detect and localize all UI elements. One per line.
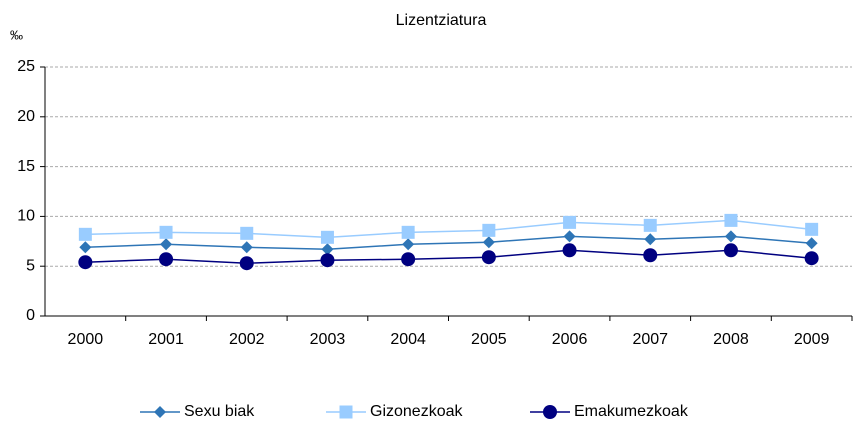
x-tick-label: 2007 — [632, 331, 668, 348]
legend-marker — [543, 405, 557, 419]
data-point — [643, 218, 657, 232]
data-point — [643, 248, 658, 263]
y-tick-label: 15 — [17, 158, 35, 175]
chart-title: Lizentziatura — [396, 12, 487, 29]
data-point — [724, 213, 738, 227]
data-point — [320, 230, 334, 244]
data-point — [644, 233, 657, 246]
x-tick-label: 2004 — [390, 331, 426, 348]
data-point — [481, 250, 496, 265]
data-point — [805, 222, 819, 236]
data-point — [563, 215, 577, 229]
data-point — [724, 230, 737, 243]
data-point — [78, 255, 93, 270]
data-point — [239, 256, 254, 271]
data-point — [482, 236, 495, 249]
data-point — [804, 251, 819, 266]
legend-label: Emakumezkoak — [574, 403, 689, 420]
data-point — [160, 238, 173, 251]
series-line — [85, 249, 812, 264]
x-tick-label: 2008 — [713, 331, 749, 348]
data-point — [562, 243, 577, 258]
series-line — [85, 235, 812, 251]
x-tick-label: 2009 — [794, 331, 830, 348]
data-point — [240, 226, 254, 240]
y-tick-label: 25 — [17, 58, 35, 75]
data-point — [723, 243, 738, 258]
data-point — [159, 252, 174, 267]
x-tick-label: 2002 — [229, 331, 265, 348]
data-point — [159, 225, 173, 239]
x-tick-label: 2003 — [310, 331, 346, 348]
legend-marker — [154, 406, 166, 418]
legend-label: Gizonezkoak — [370, 403, 463, 420]
data-point — [805, 237, 818, 250]
data-point — [482, 223, 496, 237]
data-point — [78, 227, 92, 241]
y-tick-label: 20 — [17, 108, 35, 125]
y-tick-label: 5 — [26, 257, 35, 274]
legend-label: Sexu biak — [184, 403, 255, 420]
data-point — [402, 238, 415, 251]
data-point — [79, 241, 92, 254]
y-tick-label: 0 — [26, 307, 35, 324]
data-point — [321, 243, 334, 256]
x-tick-label: 2001 — [148, 331, 184, 348]
legend-marker — [339, 405, 353, 419]
y-axis-unit: ‰ — [10, 27, 23, 42]
x-tick-label: 2005 — [471, 331, 507, 348]
data-point — [401, 225, 415, 239]
data-point — [240, 241, 253, 254]
data-point — [563, 230, 576, 243]
x-tick-label: 2000 — [68, 331, 104, 348]
series-line — [85, 219, 812, 239]
x-tick-label: 2006 — [552, 331, 588, 348]
data-point — [401, 252, 416, 267]
data-point — [320, 253, 335, 268]
y-tick-label: 10 — [17, 208, 35, 225]
